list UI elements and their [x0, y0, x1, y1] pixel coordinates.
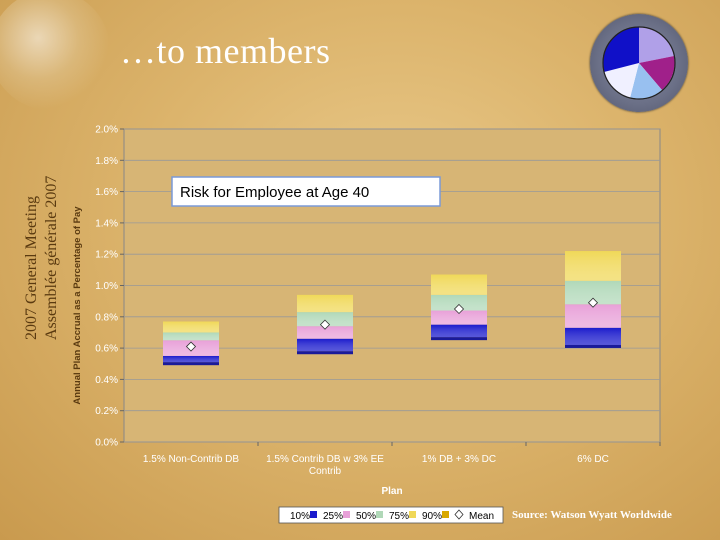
y-tick-label: 1.6% [95, 187, 118, 198]
legend-label: Mean [469, 511, 494, 522]
mean-marker [453, 303, 465, 315]
band-shade-p75 [431, 274, 487, 295]
legend-label: 75% [389, 511, 409, 522]
band-shade-p10 [565, 327, 621, 345]
band-shade-p50 [431, 294, 487, 311]
band-shade-p25 [431, 310, 487, 325]
band-shade-p50 [163, 332, 219, 341]
pie-logo-svg [602, 26, 676, 100]
legend-swatch [409, 511, 416, 518]
band-shade-p10 [163, 355, 219, 363]
y-tick-label: 1.2% [95, 250, 118, 261]
band-shade-p25 [565, 304, 621, 328]
y-tick-label: 1.4% [95, 218, 118, 229]
legend-swatch [376, 511, 383, 518]
band-shade-p10 [431, 324, 487, 338]
legend-item: Mean [469, 511, 494, 522]
y-tick-label: 2.0% [95, 125, 118, 136]
legend-item: 90% [422, 509, 464, 522]
box-3 [431, 274, 487, 341]
y-tick-label: 0.8% [95, 312, 118, 323]
y-tick-label: 0.4% [95, 375, 118, 386]
pie-logo-icon [590, 14, 688, 112]
legend-mean-marker [454, 509, 464, 520]
band-bottom-p10 [565, 344, 621, 348]
legend-item: 10% [290, 511, 317, 522]
band-shade-p25 [297, 326, 353, 339]
band-shade-p10 [297, 338, 353, 352]
legend-item: 25% [323, 511, 350, 522]
legend-label: 25% [323, 511, 343, 522]
x-tick-label: 1.5% Contrib DB w 3% EE Contrib [266, 454, 384, 477]
legend-item: 50% [356, 511, 383, 522]
mean-marker [319, 319, 331, 330]
legend-label: 10% [290, 511, 310, 522]
legend-swatch [343, 511, 350, 518]
mean-marker [185, 341, 197, 352]
band-bottom-p10 [163, 362, 219, 366]
band-bottom-p10 [297, 351, 353, 355]
y-tick-label: 0.0% [95, 438, 118, 449]
slide-title: …to members [120, 31, 331, 71]
y-tick-label: 0.2% [95, 406, 118, 417]
y-tick-label: 1.8% [95, 156, 118, 167]
band-shade-p75 [297, 294, 353, 313]
legend-label: 90% [422, 511, 442, 522]
legend-label: 50% [356, 511, 376, 522]
legend-swatch [442, 511, 449, 518]
chart-title-box [171, 176, 441, 207]
source-note: Source: Watson Wyatt Worldwide [512, 509, 672, 521]
box-4 [565, 251, 621, 348]
globe-decoration [0, 0, 110, 110]
x-tick-label: 1% DB + 3% DC [422, 454, 496, 465]
mean-marker [587, 297, 599, 308]
legend-swatch [310, 511, 317, 518]
x-tick-label: 1.5% Non-Contrib DB [143, 454, 239, 465]
x-axis-label: Plan [381, 486, 402, 497]
band-shade-p75 [565, 251, 621, 281]
band-shade-p75 [163, 321, 219, 333]
band-shade-p50 [297, 312, 353, 327]
y-tick-label: 0.6% [95, 344, 118, 355]
box-2 [297, 294, 353, 355]
band-shade-p50 [565, 280, 621, 305]
box-1 [163, 321, 219, 366]
x-tick-label: 6% DC [577, 454, 609, 465]
y-axis-label: Annual Plan Accrual as a Percentage of P… [72, 206, 83, 405]
band-bottom-p10 [431, 337, 487, 341]
y-tick-label: 1.0% [95, 281, 118, 292]
chart-title: Risk for Employee at Age 40 [180, 184, 369, 201]
legend-item: 75% [389, 511, 416, 522]
